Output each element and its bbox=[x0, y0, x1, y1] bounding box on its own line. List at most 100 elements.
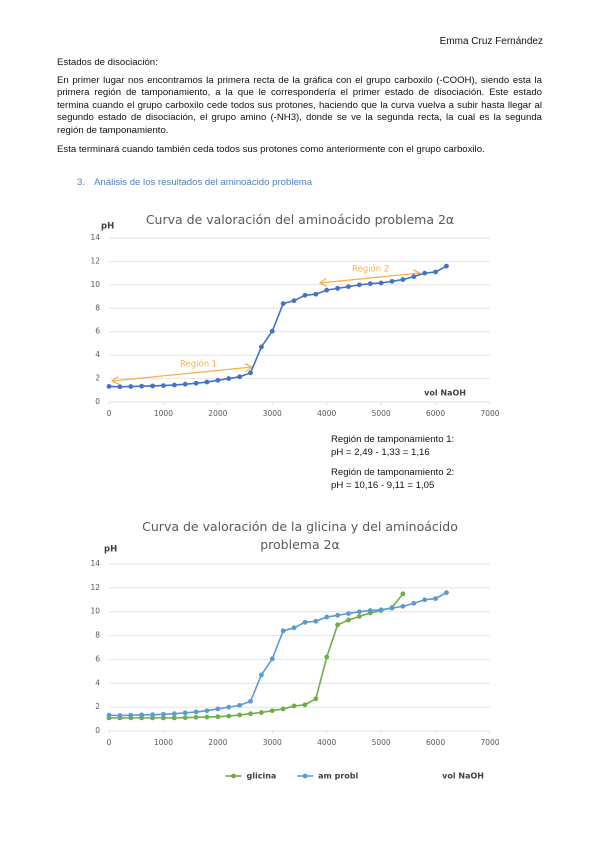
y-tick-label: 12 bbox=[90, 256, 100, 265]
y-tick-label: 10 bbox=[90, 607, 100, 616]
point bbox=[193, 714, 199, 720]
x-tick-label: 0 bbox=[107, 409, 112, 418]
point bbox=[356, 614, 362, 619]
point bbox=[128, 712, 134, 718]
y-tick-label: 2 bbox=[95, 374, 100, 383]
x-tick-label: 7000 bbox=[480, 738, 499, 747]
x-tick-label: 2000 bbox=[208, 738, 227, 747]
annotation: Región 1 bbox=[180, 359, 217, 370]
y-tick-label: 14 bbox=[90, 233, 100, 242]
paragraph: Esta terminará cuando también ceda todos… bbox=[57, 144, 485, 155]
point bbox=[346, 611, 351, 616]
point bbox=[433, 596, 438, 601]
point bbox=[117, 384, 123, 390]
point bbox=[182, 715, 188, 721]
y-tick-label: 0 bbox=[95, 726, 100, 735]
point bbox=[367, 281, 373, 287]
x-tick-label: 5000 bbox=[372, 738, 391, 747]
point bbox=[280, 628, 286, 634]
point bbox=[313, 291, 319, 297]
y-axis-label: pH bbox=[101, 222, 114, 232]
point bbox=[226, 376, 232, 381]
note: pH = 2,49 - 1,33 = 1,16 bbox=[331, 447, 430, 458]
point bbox=[411, 600, 417, 606]
point bbox=[280, 706, 286, 712]
chart-title: Curva de valoración del aminoácido probl… bbox=[145, 212, 455, 227]
heading: Estados de disociación: bbox=[57, 57, 158, 68]
point bbox=[422, 270, 428, 276]
series-line bbox=[108, 265, 447, 388]
point bbox=[422, 597, 428, 603]
point bbox=[237, 712, 243, 718]
y-tick-label: 4 bbox=[95, 350, 100, 359]
series-line bbox=[108, 591, 447, 717]
point bbox=[117, 713, 123, 718]
point bbox=[324, 287, 330, 293]
point bbox=[335, 285, 340, 291]
legend-label: glicina bbox=[247, 772, 277, 781]
point bbox=[161, 715, 166, 721]
x-tick-label: 3000 bbox=[263, 738, 282, 747]
point bbox=[204, 708, 210, 714]
point bbox=[400, 591, 406, 597]
y-tick-label: 14 bbox=[90, 559, 100, 568]
point bbox=[215, 377, 221, 383]
point bbox=[346, 617, 351, 623]
x-tick-label: 2000 bbox=[208, 409, 227, 418]
point bbox=[324, 654, 330, 660]
point bbox=[193, 380, 199, 386]
point bbox=[356, 282, 362, 288]
point bbox=[161, 383, 166, 388]
point bbox=[248, 698, 253, 704]
point bbox=[259, 672, 264, 678]
legend-marker bbox=[302, 773, 308, 779]
point bbox=[106, 712, 112, 718]
point bbox=[171, 715, 177, 721]
legend-marker bbox=[231, 773, 236, 779]
point bbox=[302, 702, 308, 708]
annotation: Región 2 bbox=[352, 264, 389, 275]
point bbox=[302, 619, 308, 625]
point bbox=[215, 706, 221, 712]
point bbox=[313, 696, 319, 702]
x-tick-label: 7000 bbox=[480, 409, 499, 418]
y-tick-label: 12 bbox=[90, 583, 100, 592]
x-tick-label: 1000 bbox=[154, 738, 173, 747]
x-tick-label: 4000 bbox=[317, 738, 336, 747]
x-axis-label: vol NaOH bbox=[442, 772, 484, 781]
point bbox=[204, 714, 210, 720]
point bbox=[400, 277, 406, 282]
y-tick-label: 0 bbox=[95, 397, 100, 406]
y-tick-label: 4 bbox=[95, 678, 100, 687]
point bbox=[171, 382, 177, 388]
x-tick-label: 3000 bbox=[263, 409, 282, 418]
annotation-arrow bbox=[110, 363, 254, 385]
point bbox=[400, 603, 406, 609]
point bbox=[193, 709, 199, 715]
point bbox=[215, 714, 221, 720]
point bbox=[324, 614, 330, 620]
point bbox=[367, 608, 373, 613]
point bbox=[444, 590, 449, 596]
point bbox=[280, 301, 286, 306]
point bbox=[139, 712, 145, 718]
point bbox=[237, 374, 243, 380]
point bbox=[259, 344, 264, 350]
y-tick-label: 6 bbox=[95, 327, 100, 336]
x-tick-label: 0 bbox=[107, 738, 112, 747]
x-tick-label: 6000 bbox=[426, 409, 445, 418]
point bbox=[139, 383, 145, 389]
point bbox=[302, 292, 308, 298]
point bbox=[291, 298, 297, 304]
point bbox=[248, 370, 253, 376]
y-tick-label: 6 bbox=[95, 654, 100, 663]
point bbox=[444, 263, 449, 269]
point bbox=[106, 384, 112, 389]
point bbox=[411, 274, 417, 280]
annotation-arrow bbox=[318, 269, 422, 287]
point bbox=[150, 383, 155, 389]
point bbox=[269, 656, 275, 662]
point bbox=[335, 612, 340, 618]
